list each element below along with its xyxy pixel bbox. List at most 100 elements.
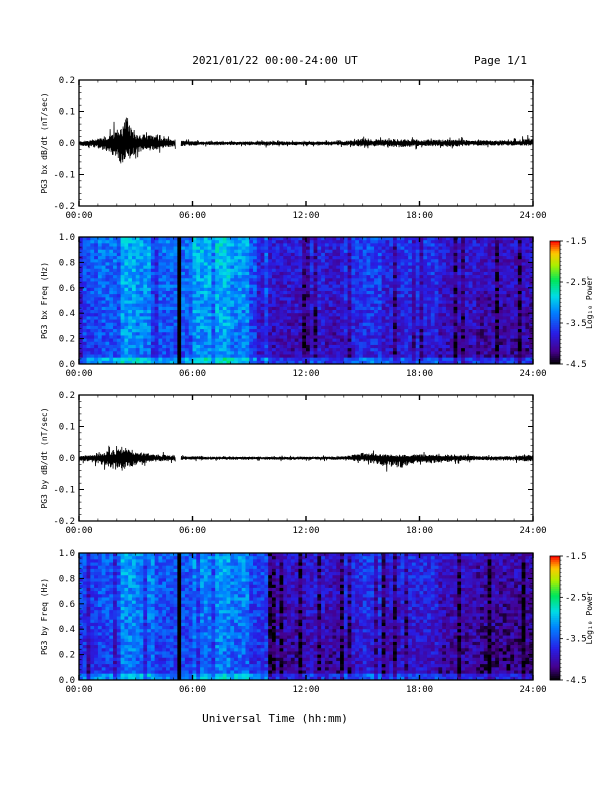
spectrogram-cell xyxy=(480,290,485,295)
spectrogram-cell xyxy=(453,329,458,333)
spectrogram-cell xyxy=(521,357,526,362)
spectrogram-cell xyxy=(109,341,114,346)
spectrogram-cell xyxy=(430,275,435,279)
spectrogram-cell xyxy=(226,265,231,270)
spectrogram-cell xyxy=(113,329,118,333)
spectrogram-cell xyxy=(324,290,329,295)
spectrogram-cell xyxy=(306,240,311,244)
spectrogram-cell xyxy=(483,290,488,295)
spectrogram-cell xyxy=(101,310,106,314)
spectrogram-cell xyxy=(215,316,220,320)
spectrogram-cell xyxy=(260,319,265,324)
spectrogram-cell xyxy=(101,360,106,365)
spectrogram-cell xyxy=(453,246,458,250)
spectrogram-cell xyxy=(487,237,492,241)
spectrogram-cell xyxy=(249,306,254,311)
spectrogram-cell xyxy=(131,249,137,254)
spectrogram-cell xyxy=(502,332,507,336)
spectrogram-cell xyxy=(245,275,250,279)
spectrogram-cell xyxy=(268,278,273,282)
spectrogram-cell xyxy=(483,332,488,336)
spectrogram-cell xyxy=(169,284,174,289)
spectrogram-cell xyxy=(461,240,466,244)
spectrogram-cell xyxy=(529,271,534,276)
spectrogram-cell xyxy=(408,338,413,343)
spectrogram-cell xyxy=(419,262,424,266)
spectrogram-cell xyxy=(502,344,507,349)
spectrogram-cell xyxy=(351,284,356,289)
spectrogram-cell xyxy=(393,297,398,301)
spectrogram-cell xyxy=(457,297,462,301)
spectrogram-cell xyxy=(283,268,288,273)
spectrogram-cell xyxy=(514,341,519,346)
spectrogram-cell xyxy=(434,262,439,266)
x-tick-label: 18:00 xyxy=(406,211,433,221)
spectrogram-cell xyxy=(483,268,488,273)
spectrogram-cell xyxy=(389,338,394,343)
spectrogram-cell xyxy=(464,341,469,346)
spectrogram-cell xyxy=(113,268,118,273)
spectrogram-cell xyxy=(234,246,239,250)
spectrogram-cell xyxy=(381,329,386,333)
spectrogram-cell xyxy=(298,300,303,304)
spectrogram-cell xyxy=(97,338,102,343)
spectrogram-cell xyxy=(120,360,125,365)
spectrogram-cell xyxy=(124,335,129,339)
spectrogram-cell xyxy=(457,237,462,241)
spectrogram-cell xyxy=(408,278,413,282)
spectrogram-cell xyxy=(355,294,360,298)
spectrogram-cell xyxy=(241,252,246,257)
spectrogram-cell xyxy=(264,357,269,362)
spectrogram-cell xyxy=(438,344,443,349)
spectrogram-cell xyxy=(340,329,345,333)
spectrogram-cell xyxy=(211,246,216,250)
spectrogram-cell xyxy=(347,325,352,330)
spectrogram-cell xyxy=(502,262,507,266)
spectrogram-cell xyxy=(404,357,409,362)
colorbar-segment xyxy=(550,257,560,260)
spectrogram-cell xyxy=(162,325,167,330)
spectrogram-cell xyxy=(109,290,114,295)
spectrogram-cell xyxy=(498,259,504,263)
spectrogram-cell xyxy=(449,294,454,298)
spectrogram-cell xyxy=(181,357,186,362)
spectrogram-cell xyxy=(370,313,375,317)
spectrogram-cell xyxy=(249,243,254,247)
spectrogram-cell xyxy=(192,243,197,247)
spectrogram-cell xyxy=(237,319,242,324)
spectrogram-cell xyxy=(355,316,360,320)
spectrogram-cell xyxy=(521,348,526,352)
spectrogram-cell xyxy=(351,338,356,343)
spectrogram-cell xyxy=(464,284,469,289)
spectrogram-cell xyxy=(389,344,394,349)
spectrogram-cell xyxy=(124,348,129,352)
spectrogram-cell xyxy=(260,243,265,247)
spectrogram-cell xyxy=(449,271,454,276)
spectrogram-cell xyxy=(457,322,462,327)
spectrogram-cell xyxy=(393,344,398,349)
spectrogram-cell xyxy=(181,325,186,330)
spectrogram-cell xyxy=(97,300,102,304)
spectrogram-cell xyxy=(358,287,364,292)
spectrogram-cell xyxy=(253,243,258,247)
spectrogram-cell xyxy=(260,303,265,308)
spectrogram-cell xyxy=(302,287,307,292)
spectrogram-cell xyxy=(162,275,167,279)
spectrogram-cell xyxy=(203,310,208,314)
spectrogram-cell xyxy=(393,300,398,304)
spectrogram-cell xyxy=(302,281,307,285)
spectrogram-cell xyxy=(268,237,273,241)
spectrogram-cell xyxy=(449,319,454,324)
spectrogram-cell xyxy=(445,338,451,343)
spectrogram-cell xyxy=(287,332,292,336)
spectrogram-cell xyxy=(438,265,443,270)
spectrogram-cell xyxy=(279,268,284,273)
spectrogram-cell xyxy=(381,306,386,311)
spectrogram-cell xyxy=(275,322,280,327)
colorbar-segment xyxy=(550,259,560,262)
spectrogram-cell xyxy=(105,357,110,362)
spectrogram-cell xyxy=(374,259,379,263)
spectrogram-cell xyxy=(302,252,307,257)
spectrogram-cell xyxy=(226,348,231,352)
spectrogram-cell xyxy=(290,354,295,358)
